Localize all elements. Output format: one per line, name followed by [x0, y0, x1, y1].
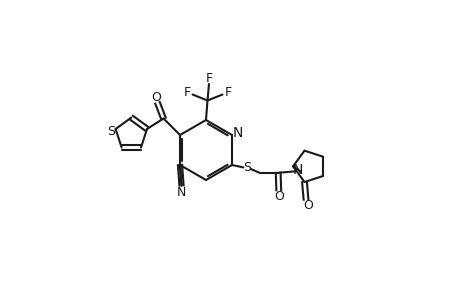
- Text: F: F: [183, 85, 190, 99]
- Text: O: O: [273, 190, 283, 203]
- Text: S: S: [107, 125, 115, 138]
- Text: N: N: [292, 164, 302, 177]
- Text: F: F: [205, 72, 212, 85]
- Text: O: O: [303, 199, 313, 212]
- Text: N: N: [176, 185, 186, 199]
- Text: S: S: [242, 161, 251, 174]
- Text: F: F: [224, 85, 231, 99]
- Text: N: N: [232, 126, 242, 140]
- Text: O: O: [151, 91, 161, 104]
